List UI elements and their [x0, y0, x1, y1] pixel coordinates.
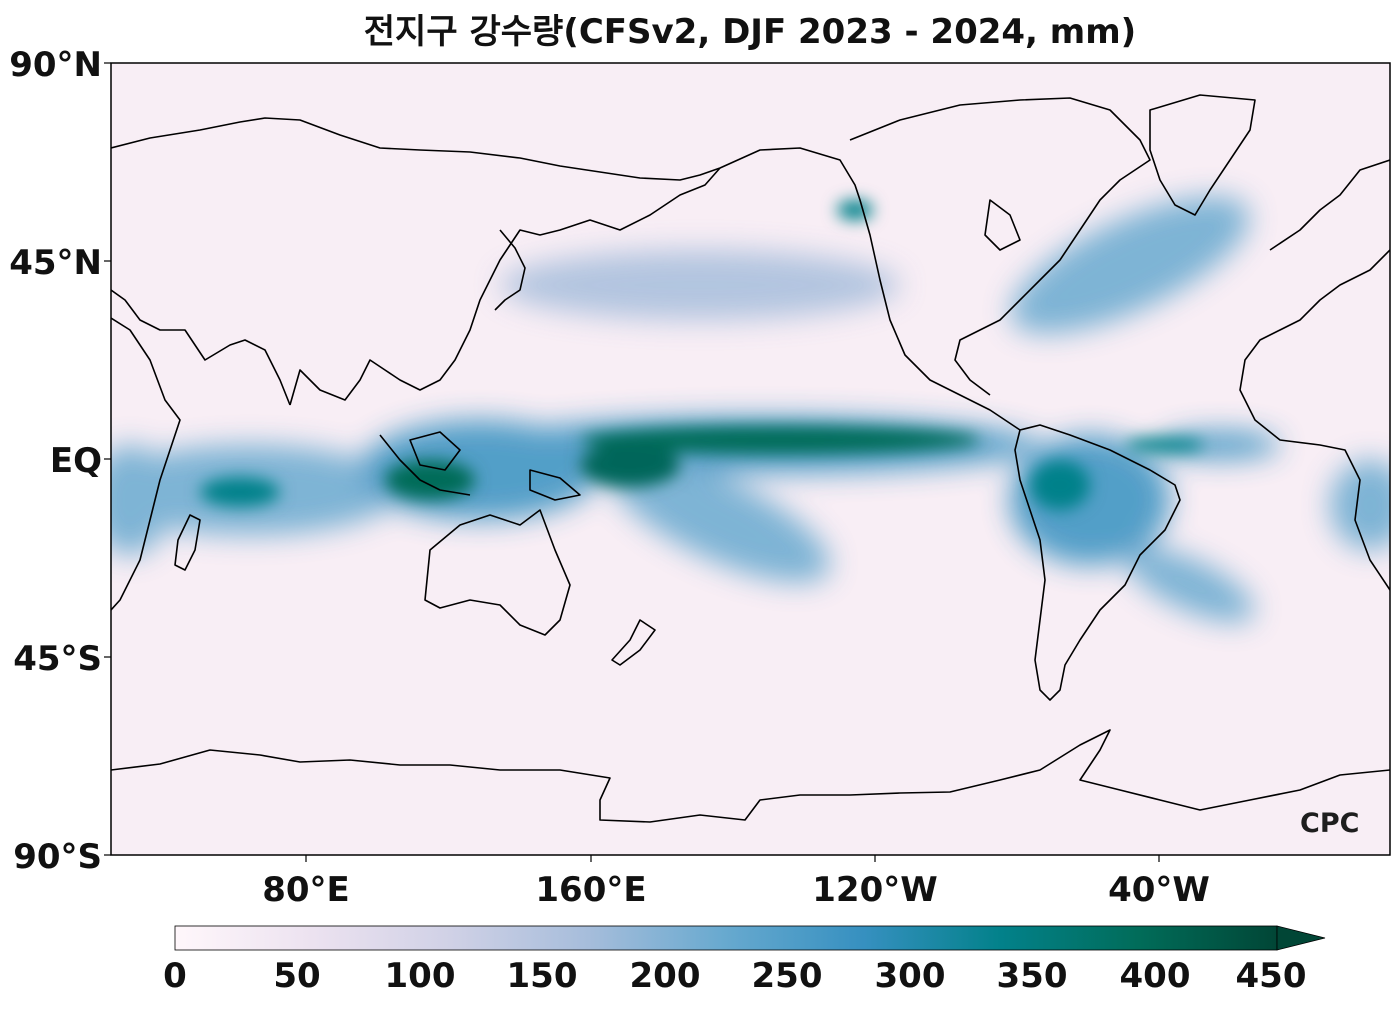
australia-coast — [424, 509, 571, 636]
lat-label-90n: 90°N — [9, 45, 102, 85]
lat-label-eq: EQ — [49, 441, 102, 481]
colorbar-tick-label: 300 — [874, 956, 946, 996]
colorbar-tick-label: 450 — [1235, 956, 1307, 996]
colorbar-tick-label: 250 — [751, 956, 823, 996]
lon-label-160e: 160°E — [535, 870, 647, 910]
lon-label-80e: 80°E — [262, 870, 350, 910]
colorbar-bar — [174, 925, 1278, 951]
precipitation-field — [111, 196, 1390, 623]
colorbar-tick-label: 200 — [629, 956, 701, 996]
colorbar — [174, 925, 1326, 951]
cpc-logo: CPC — [1300, 808, 1359, 839]
precip-africa — [1330, 460, 1390, 550]
colorbar-tick-label: 0 — [163, 956, 187, 996]
colorbar-tick-label: 150 — [506, 956, 578, 996]
lat-label-45n: 45°N — [9, 243, 102, 283]
colorbar-tick-label: 50 — [273, 956, 321, 996]
south-america-coast — [1014, 424, 1181, 701]
colorbar-tick-label: 350 — [996, 956, 1068, 996]
greenland-coast — [1149, 94, 1256, 216]
axis-ticks — [104, 62, 1160, 862]
precip-spcz — [609, 457, 831, 583]
lat-label-45s: 45°S — [13, 639, 102, 679]
antarctica-coast — [111, 729, 1390, 823]
precip-north-pacific — [500, 250, 900, 320]
lon-label-40w: 40°W — [1108, 870, 1210, 910]
precip-north-atlantic — [1010, 196, 1250, 334]
colorbar-tick-label: 400 — [1119, 956, 1191, 996]
colorbar-extend-arrow — [1276, 925, 1326, 951]
precip-amazon — [1010, 435, 1170, 565]
lat-label-90s: 90°S — [13, 837, 102, 877]
madagascar-coast — [174, 514, 201, 571]
cpc-logo-text: CPC — [1300, 808, 1360, 839]
lon-label-120w: 120°W — [812, 870, 938, 910]
map-title: 전지구 강수량(CFSv2, DJF 2023 - 2024, mm) — [363, 12, 1137, 52]
colorbar-tick-label: 100 — [384, 956, 456, 996]
coastlines — [111, 94, 1390, 823]
